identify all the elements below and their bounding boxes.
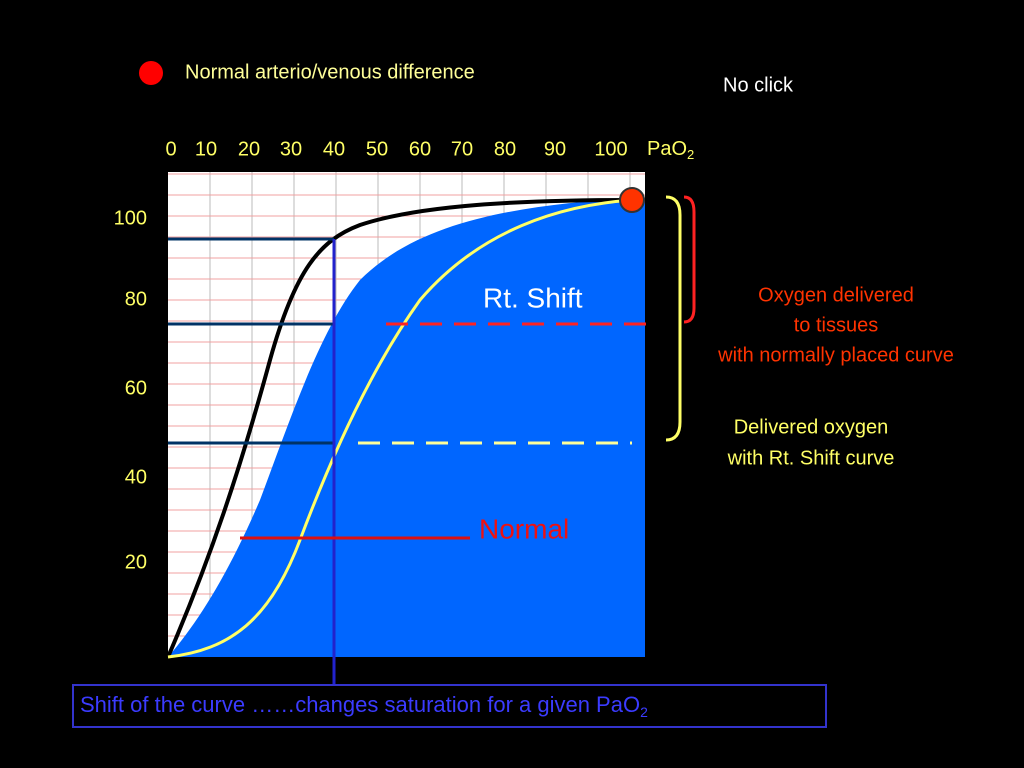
shift-delivery-note: Delivered oxygen	[734, 416, 889, 438]
x-axis-label: 70	[451, 138, 473, 160]
unit-text: PaO	[647, 138, 687, 160]
caption: Shift of the curve ……changes saturation …	[80, 692, 648, 720]
shift-delivery-note: with Rt. Shift curve	[727, 447, 895, 469]
x-axis-label: 50	[366, 138, 388, 160]
y-axis-label: 20	[125, 551, 147, 573]
right-shift-curve	[167, 198, 634, 659]
x-axis-label: 20	[238, 138, 260, 160]
caption-subscript: 2	[640, 704, 648, 720]
x-axis-label: 40	[323, 138, 345, 160]
normal-curve	[166, 198, 634, 658]
blue-area	[168, 198, 645, 657]
y-axis-label: 60	[125, 377, 147, 399]
legend-marker	[139, 61, 163, 85]
unit-subscript: 2	[687, 147, 694, 162]
x-axis-label: 90	[544, 138, 566, 160]
x-axis-label: 0	[165, 138, 176, 160]
normal-delivery-note: to tissues	[794, 314, 878, 336]
yellow-bracket	[665, 195, 682, 442]
x-axis-label: 80	[494, 138, 516, 160]
no-click-label: No click	[723, 74, 794, 96]
legend-label: Normal arterio/venous difference	[185, 61, 475, 83]
y-axis-label: 100	[114, 207, 147, 229]
normal-delivery-note: Oxygen delivered	[758, 284, 914, 306]
caption-text: Shift of the curve ……changes saturation …	[80, 692, 640, 717]
annotations: Oxygen delivered to tissues with normally …	[717, 284, 954, 469]
x-axis-unit: PaO2	[647, 138, 694, 162]
red-bracket	[683, 195, 696, 324]
arterial-point	[619, 187, 645, 213]
x-axis-label: 60	[409, 138, 431, 160]
y-axis-label: 80	[125, 288, 147, 310]
right-shift-label: Rt. Shift	[483, 282, 583, 313]
caption-box	[72, 684, 827, 728]
normal-delivery-note: with normally placed curve	[717, 344, 954, 366]
y-axis-label: 40	[125, 466, 147, 488]
y-axis-labels: 100 80 60 40 20	[114, 207, 147, 573]
x-axis-label: 30	[280, 138, 302, 160]
x-axis-label: 100	[594, 138, 627, 160]
normal-label: Normal	[479, 513, 569, 544]
x-axis-label: 10	[195, 138, 217, 160]
x-axis-labels: 0 10 20 30 40 50 60 70 80 90 100	[165, 138, 627, 160]
